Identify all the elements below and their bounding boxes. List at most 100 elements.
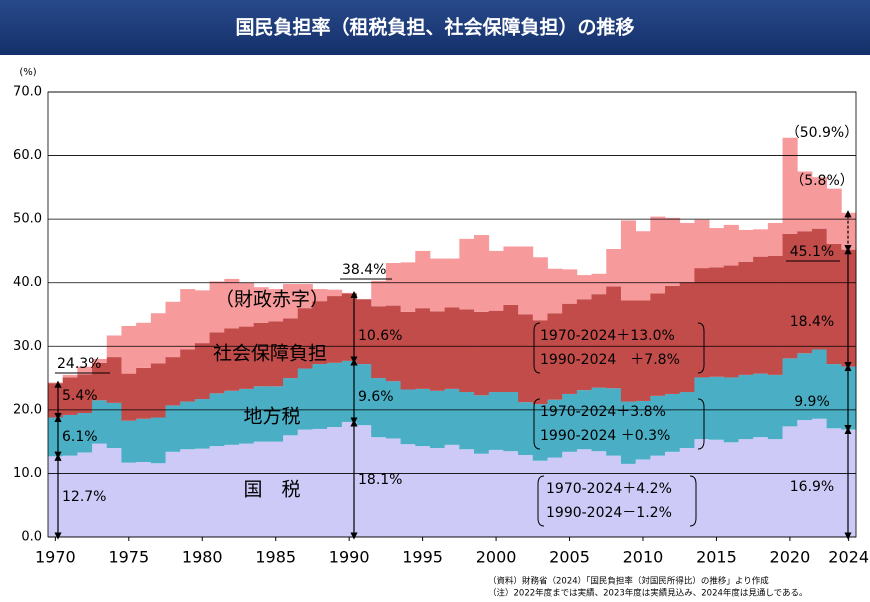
bracket bbox=[689, 475, 697, 527]
bar-segment bbox=[665, 285, 681, 394]
bar-segment bbox=[826, 428, 842, 537]
bar-segment bbox=[400, 262, 416, 312]
bar-segment bbox=[591, 273, 607, 295]
bar-segment bbox=[547, 399, 563, 458]
bar-segment bbox=[62, 414, 78, 456]
bar-segment bbox=[385, 305, 401, 382]
bar-segment bbox=[268, 321, 284, 387]
bar-segment bbox=[782, 426, 798, 537]
bar-segment bbox=[753, 437, 769, 537]
bar-segment bbox=[459, 392, 475, 450]
annotation: 1970-2024＋3.8% bbox=[540, 404, 666, 420]
bar-segment bbox=[606, 249, 622, 287]
bar-segment bbox=[811, 177, 828, 229]
series-label: 国 税 bbox=[243, 479, 300, 501]
y-tick-label: 30.0 bbox=[13, 339, 42, 354]
bar-segment bbox=[312, 289, 328, 302]
bar-segment bbox=[209, 393, 225, 447]
bar-segment bbox=[62, 374, 78, 378]
bar-segment bbox=[415, 308, 431, 389]
bar-segment bbox=[782, 137, 798, 234]
bar-segment bbox=[620, 401, 637, 464]
annotation: 18.1% bbox=[358, 472, 402, 488]
bar-segment bbox=[753, 373, 769, 438]
bar-segment bbox=[620, 220, 637, 301]
bar-segment bbox=[136, 418, 152, 462]
bar-segment bbox=[709, 376, 725, 440]
bar-segment bbox=[591, 451, 607, 537]
chart-title: 国民負担率（租税負担、社会保障負担）の推移 bbox=[235, 16, 634, 39]
bar-segment bbox=[77, 413, 93, 453]
bar-segment bbox=[518, 402, 534, 455]
bar-segment bbox=[738, 261, 754, 375]
bar-segment bbox=[77, 374, 93, 414]
bar-segment bbox=[62, 377, 78, 415]
bar-segment bbox=[503, 246, 519, 305]
bar-segment bbox=[415, 250, 431, 309]
bar-segment bbox=[841, 249, 857, 367]
bar-segment bbox=[606, 286, 622, 389]
bar-segment bbox=[92, 359, 108, 363]
bar-segment bbox=[797, 420, 813, 537]
bar-segment bbox=[371, 280, 387, 307]
annotation: （50.9%） bbox=[786, 125, 858, 141]
bar-segment bbox=[106, 402, 122, 448]
bar-segment bbox=[165, 301, 181, 358]
bar-segment bbox=[488, 449, 504, 537]
bar-segment bbox=[826, 188, 842, 244]
bar-segment bbox=[385, 438, 401, 537]
bar-segment bbox=[679, 282, 695, 393]
bar-segment bbox=[797, 171, 813, 232]
bar-segment bbox=[297, 283, 313, 309]
bar-segment bbox=[356, 425, 372, 537]
bar-segment bbox=[841, 212, 857, 250]
bar-segment bbox=[297, 429, 313, 537]
bar-segment bbox=[312, 428, 328, 537]
bar-segment bbox=[444, 388, 460, 445]
y-tick-label: 70.0 bbox=[13, 85, 42, 100]
bar-segment bbox=[782, 233, 798, 359]
bar-segment bbox=[694, 268, 710, 378]
bar-segment bbox=[797, 231, 813, 354]
bar-segment bbox=[194, 343, 210, 400]
bar-segment bbox=[92, 362, 108, 401]
bar-segment bbox=[48, 417, 64, 457]
bar-segment bbox=[429, 448, 446, 537]
bar-segment bbox=[444, 444, 460, 537]
bar-segment bbox=[576, 390, 592, 450]
bar-segment bbox=[694, 377, 710, 440]
bar-segment bbox=[635, 459, 651, 537]
bar-segment bbox=[474, 395, 490, 454]
bar-segment bbox=[429, 258, 446, 312]
bar-segment bbox=[136, 461, 152, 537]
bar-segment bbox=[194, 290, 210, 344]
x-tick-label: 2010 bbox=[623, 548, 664, 567]
bar-segment bbox=[238, 388, 255, 444]
bar-segment bbox=[341, 421, 357, 537]
title-banner bbox=[0, 0, 870, 55]
bar-segment bbox=[591, 294, 607, 388]
series-label: （財政赤字） bbox=[215, 289, 329, 311]
bar-segment bbox=[738, 439, 754, 537]
bar-segment bbox=[297, 368, 313, 430]
bar-segment bbox=[547, 268, 563, 314]
bar-segment bbox=[532, 404, 548, 461]
bar-segment bbox=[180, 449, 196, 537]
bar-segment bbox=[826, 243, 842, 365]
source-note: （注）2022年度までは実績、2023年度は実績見込み、2024年度は見通しであ… bbox=[488, 588, 808, 599]
annotation: 1990-2024－1.2% bbox=[546, 505, 672, 521]
bar-segment bbox=[297, 308, 313, 369]
annotation: 1970-2024＋13.0% bbox=[540, 328, 675, 344]
bar-segment bbox=[767, 439, 783, 537]
bar-segment bbox=[415, 446, 431, 537]
bar-segment bbox=[327, 289, 343, 297]
bar-segment bbox=[723, 265, 739, 378]
bar-segment bbox=[48, 456, 64, 537]
bar-segment bbox=[121, 462, 137, 537]
bar-segment bbox=[371, 378, 387, 438]
bar-segment bbox=[650, 455, 666, 537]
annotation: 24.3% bbox=[57, 356, 101, 372]
annotation: 1990-2024 ＋0.3% bbox=[540, 428, 670, 444]
series-label: 社会保障負担 bbox=[213, 343, 327, 365]
bar-segment bbox=[224, 390, 240, 445]
